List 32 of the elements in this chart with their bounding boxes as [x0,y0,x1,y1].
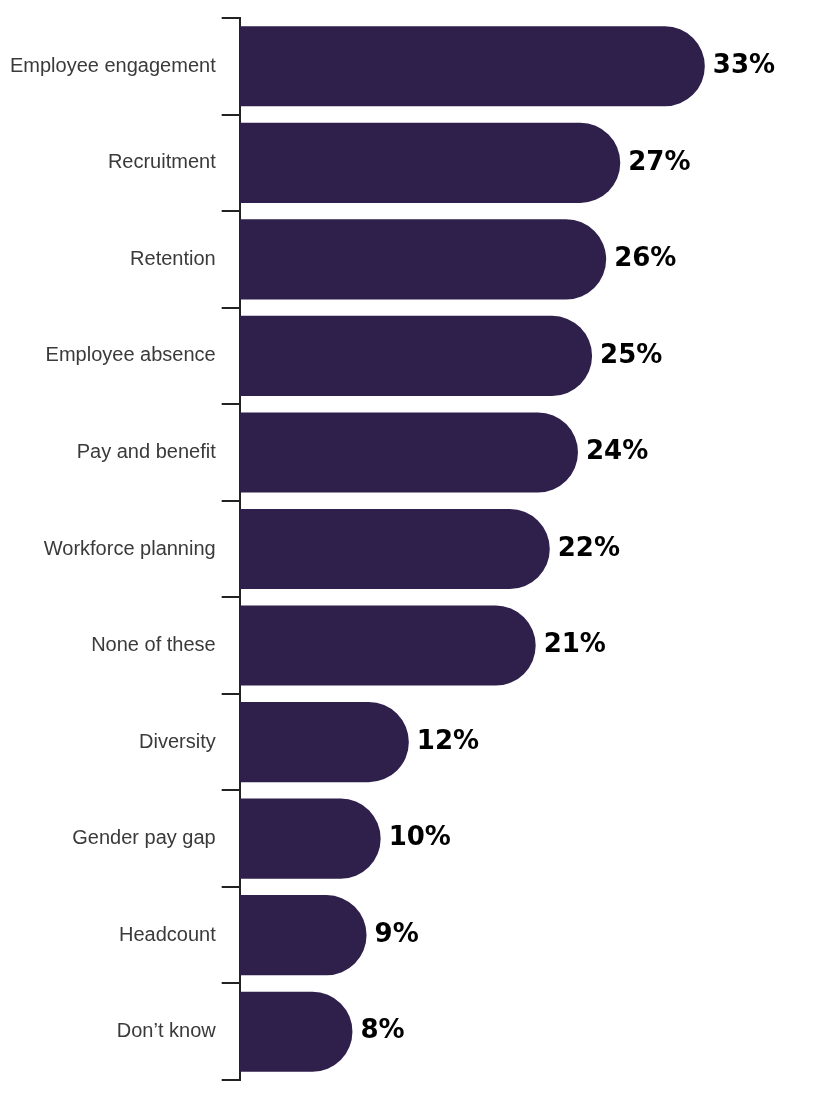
bar [239,315,593,396]
bar [239,605,536,686]
bar [239,219,607,300]
data-label: 21% [543,628,606,659]
bar [239,508,550,590]
data-label: 10% [388,821,451,852]
data-label: 27% [628,145,691,176]
bar [239,798,381,879]
y-tick-label: Employee engagement [9,53,217,76]
y-tick-label: Employee absence [45,343,216,366]
y-tick-label: Pay and benefit [76,439,217,462]
y-tick-label: Retention [130,246,216,269]
data-label: 33% [712,49,776,80]
bar [239,26,705,107]
data-label: 8% [360,1014,405,1045]
y-tick-label: Headcount [118,922,217,945]
bar [239,122,621,203]
data-label: 12% [416,724,480,755]
data-label: 25% [600,338,663,369]
y-tick-label: Recruitment [107,150,217,173]
bar [239,895,367,976]
bar [239,702,409,783]
data-label: 24% [585,435,649,466]
y-tick-label: None of these [91,633,216,656]
data-label: 9% [374,917,419,948]
data-label: 22% [557,531,621,562]
y-tick-label: Don’t know [116,1019,217,1042]
y-tick-label: Gender pay gap [72,826,216,849]
y-tick-label: Diversity [139,729,216,752]
bar [239,412,578,493]
data-label: 26% [614,242,677,273]
y-tick-label: Workforce planning [43,536,216,559]
